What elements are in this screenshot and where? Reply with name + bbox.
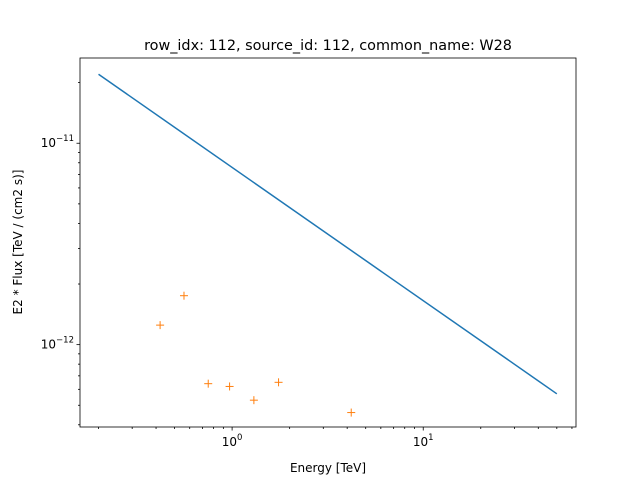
x-tick-label: 101 (413, 433, 434, 449)
y-tick-label: 10−12 (41, 336, 74, 352)
x-tick-label: 100 (222, 433, 243, 449)
axes-frame (79, 57, 577, 428)
y-axis-label: E2 * Flux [TeV / (cm2 s)] (11, 170, 25, 315)
data-point-marker (156, 321, 165, 330)
series-line (98, 73, 558, 395)
data-point-marker (274, 378, 283, 387)
ticks-layer: 100 101 10−12 10−11 (41, 82, 573, 449)
plot-area: 100 101 10−12 10−11 (41, 57, 577, 449)
x-axis-label: Energy [TeV] (290, 461, 366, 475)
data-point-marker (347, 408, 356, 417)
series-layer (98, 73, 558, 417)
data-point-marker (204, 379, 213, 388)
data-point-marker (225, 382, 234, 391)
y-tick-label: 10−11 (41, 134, 74, 150)
data-point-marker (179, 291, 188, 300)
data-point-marker (249, 396, 258, 405)
chart-title: row_idx: 112, source_id: 112, common_nam… (144, 38, 512, 54)
